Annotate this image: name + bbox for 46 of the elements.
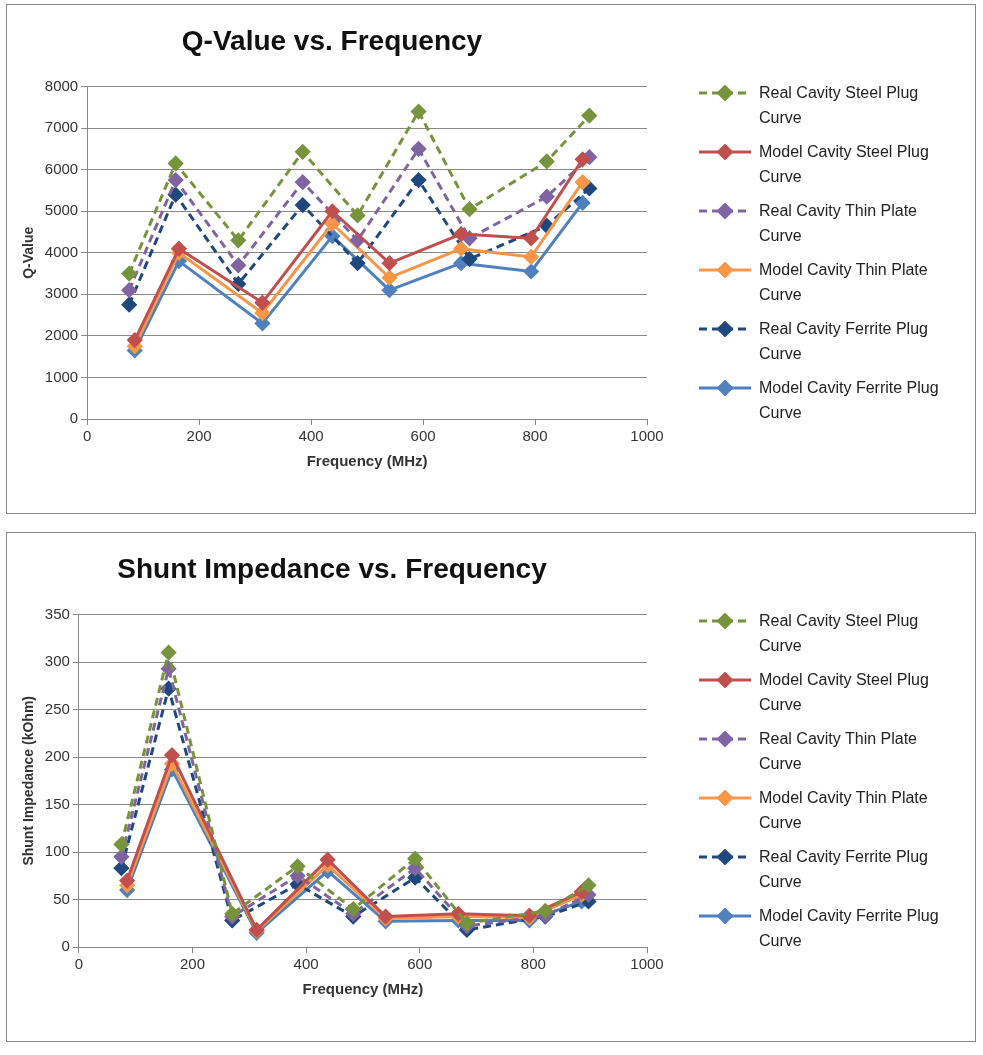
legend-label: Real Cavity Steel Plug Curve — [759, 83, 920, 128]
x-tick-label: 400 — [298, 427, 324, 445]
y-tick-label: 1000 — [44, 367, 79, 385]
legend-label: Model Cavity Thin Plate Curve — [759, 788, 929, 833]
y-tick-label: 50 — [53, 889, 70, 907]
y-tick-label: 7000 — [44, 118, 79, 136]
x-tick-label: 800 — [520, 955, 546, 973]
chart-title: Q-Value vs. Frequency — [181, 24, 483, 56]
legend-label: Model Cavity Steel Plug Curve — [759, 670, 930, 715]
y-tick-label: 100 — [44, 842, 70, 860]
legend-label: Real Cavity Thin Plate Curve — [759, 729, 918, 774]
y-tick-label: 8000 — [44, 76, 79, 94]
y-tick-label: 200 — [44, 747, 70, 765]
y-tick-label: 250 — [44, 699, 70, 717]
x-tick-label: 600 — [407, 955, 433, 973]
legend-label: Model Cavity Ferrite Plug Curve — [759, 906, 940, 951]
legend-label: Real Cavity Ferrite Plug Curve — [759, 847, 929, 892]
y-tick-label: 300 — [44, 652, 70, 670]
y-tick-label: 3000 — [44, 284, 79, 302]
y-tick-label: 150 — [44, 794, 70, 812]
x-axis-title: Frequency (MHz) — [302, 980, 424, 998]
x-tick-label: 400 — [293, 955, 319, 973]
legend-label: Real Cavity Ferrite Plug Curve — [759, 319, 929, 364]
y-tick-label: 0 — [69, 409, 79, 427]
x-tick-label: 0 — [83, 427, 92, 445]
x-tick-label: 1000 — [630, 427, 664, 445]
x-axis-title: Frequency (MHz) — [306, 452, 428, 470]
legend-label: Model Cavity Ferrite Plug Curve — [759, 378, 940, 423]
x-tick-label: 600 — [410, 427, 436, 445]
y-axis-title: Q-Value — [20, 226, 37, 279]
legend-label: Model Cavity Thin Plate Curve — [759, 260, 929, 305]
chart-title: Shunt Impedance vs. Frequency — [117, 552, 548, 584]
y-axis-title: Shunt Impedance (kOhm) — [20, 696, 37, 866]
x-tick-label: 200 — [186, 427, 212, 445]
legend-label: Real Cavity Thin Plate Curve — [759, 201, 918, 246]
y-tick-label: 6000 — [44, 159, 79, 177]
y-tick-label: 5000 — [44, 201, 79, 219]
x-tick-label: 200 — [179, 955, 205, 973]
legend-label: Real Cavity Steel Plug Curve — [759, 611, 920, 656]
x-tick-label: 800 — [522, 427, 548, 445]
y-tick-label: 4000 — [44, 242, 79, 260]
y-tick-label: 350 — [44, 604, 70, 622]
legend-label: Model Cavity Steel Plug Curve — [759, 142, 930, 187]
x-tick-label: 1000 — [630, 955, 664, 973]
y-tick-label: 0 — [61, 937, 70, 955]
y-tick-label: 2000 — [44, 326, 79, 344]
